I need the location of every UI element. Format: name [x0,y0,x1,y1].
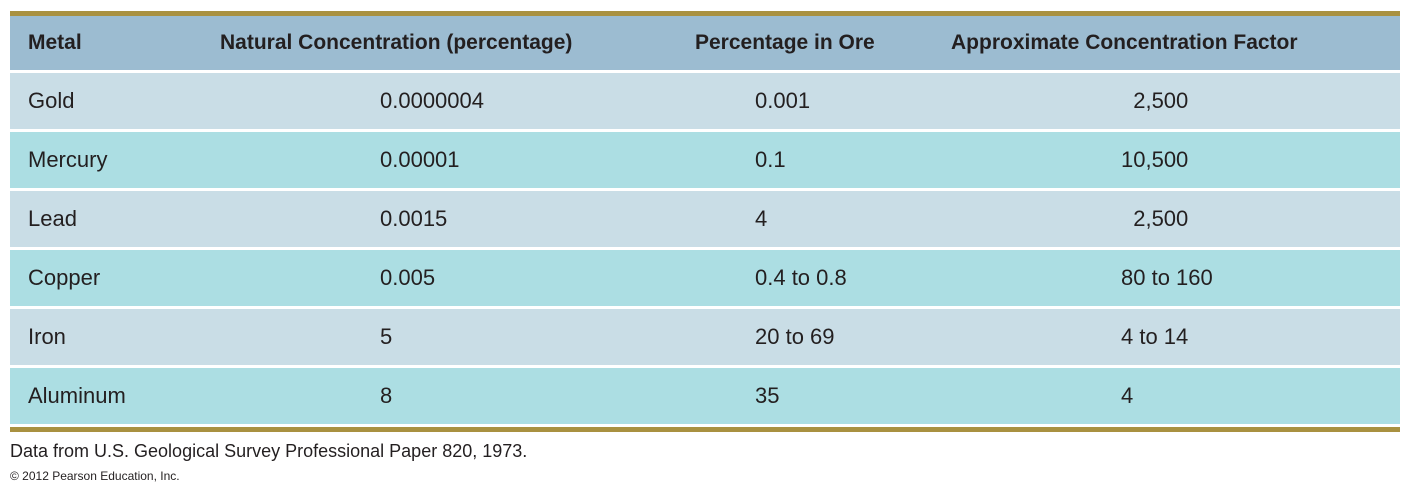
cell-metal: Aluminum [28,383,126,408]
cell-metal: Lead [28,206,77,231]
cell-metal: Iron [28,324,66,349]
cell-concentration-factor: 10,500 [1121,147,1189,172]
table-row: Gold 0.0000004 0.001 2,500 [10,73,1400,132]
cell-metal: Copper [28,265,101,290]
cell-percentage-in-ore: 0.4 to 0.8 [755,265,847,290]
cell-natural-concentration: 5 [380,324,393,349]
cell-percentage-in-ore: 35 [755,383,780,408]
cell-percentage-in-ore: 4 [755,206,768,231]
data-table: Metal Natural Concentration (percentage)… [10,11,1400,432]
table-row: Iron 5 20 to 69 4 to 14 [10,309,1400,368]
cell-natural-concentration: 0.00001 [380,147,460,172]
table-row: Lead 0.0015 4 2,500 [10,191,1400,250]
cell-concentration-factor: 2,500 [1121,206,1189,231]
cell-percentage-in-ore: 0.1 [755,147,786,172]
cell-percentage-in-ore: 0.001 [755,88,811,113]
header-concentration-factor: Approximate Concentration Factor [951,31,1298,54]
table-header-row: Metal Natural Concentration (percentage)… [10,16,1400,73]
cell-concentration-factor: 4 [1121,383,1134,408]
header-metal: Metal [28,31,82,54]
table-row: Mercury 0.00001 0.1 10,500 [10,132,1400,191]
bottom-rule [10,427,1400,432]
cell-metal: Gold [28,88,75,113]
cell-natural-concentration: 0.0015 [380,206,448,231]
cell-concentration-factor: 2,500 [1121,88,1189,113]
cell-metal: Mercury [28,147,108,172]
cell-natural-concentration: 0.0000004 [380,88,484,113]
cell-percentage-in-ore: 20 to 69 [755,324,835,349]
cell-concentration-factor: 4 to 14 [1121,324,1189,349]
top-rule [10,11,1400,16]
table-row: Aluminum 8 35 4 [10,368,1400,427]
header-natural-concentration: Natural Concentration (percentage) [220,31,573,54]
source-footnote: Data from U.S. Geological Survey Profess… [10,441,528,461]
cell-concentration-factor: 80 to 160 [1121,265,1213,290]
copyright-notice: © 2012 Pearson Education, Inc. [10,469,180,483]
table-row: Copper 0.005 0.4 to 0.8 80 to 160 [10,250,1400,309]
cell-natural-concentration: 0.005 [380,265,436,290]
cell-natural-concentration: 8 [380,383,393,408]
header-percentage-in-ore: Percentage in Ore [695,31,875,54]
